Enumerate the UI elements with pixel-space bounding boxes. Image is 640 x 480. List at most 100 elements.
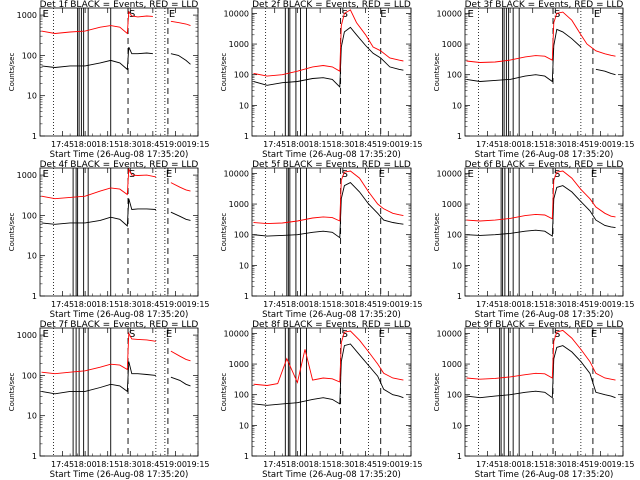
marker-label: S bbox=[342, 329, 348, 340]
panel-title: Det 1f BLACK = Events, RED = LLD bbox=[40, 0, 199, 10]
x-tick-label: 19:00 bbox=[589, 460, 612, 469]
x-tick-label: 18:00 bbox=[74, 460, 97, 469]
x-tick-label: 18:15 bbox=[96, 140, 119, 149]
y-tick-label: 10000 bbox=[224, 169, 249, 178]
y-tick-label: 1 bbox=[244, 452, 249, 461]
marker-label: E bbox=[43, 169, 49, 180]
series-line-lld bbox=[466, 11, 616, 63]
x-tick-label: 18:00 bbox=[499, 300, 522, 309]
y-axis-label: Counts/sec bbox=[220, 213, 228, 252]
y-axis-label: Counts/sec bbox=[220, 53, 228, 92]
x-tick-label: 18:45 bbox=[141, 460, 164, 469]
x-tick-label: 19:00 bbox=[164, 300, 187, 309]
x-axis-label: Start Time (26-Aug-08 17:35:20) bbox=[262, 150, 401, 160]
y-tick-label: 1 bbox=[32, 132, 37, 141]
x-tick-label: 18:45 bbox=[141, 140, 164, 149]
marker-label: E bbox=[591, 169, 597, 180]
x-tick-label: 18:30 bbox=[544, 460, 567, 469]
panel-det-1f: Det 1f BLACK = Events, RED = LLD Counts/s… bbox=[8, 0, 210, 160]
y-tick-label: 10000 bbox=[224, 9, 249, 18]
y-tick-label: 1 bbox=[244, 292, 249, 301]
panel-title: Det 2f BLACK = Events, RED = LLD bbox=[252, 0, 411, 10]
x-tick-label: 18:15 bbox=[521, 140, 544, 149]
y-tick-label: 10000 bbox=[224, 329, 249, 338]
plot-frame bbox=[251, 327, 412, 457]
x-tick-label: 18:30 bbox=[119, 460, 142, 469]
marker-label: S bbox=[554, 9, 560, 20]
marker-label: E bbox=[468, 9, 474, 20]
series-line-lld bbox=[41, 10, 191, 35]
marker-label: S bbox=[129, 9, 135, 20]
x-tick-label: 18:00 bbox=[499, 460, 522, 469]
plot-frame bbox=[39, 327, 199, 457]
marker-label: E bbox=[379, 329, 385, 340]
y-axis-label: Counts/sec bbox=[220, 373, 228, 412]
series-line-events bbox=[466, 345, 616, 399]
marker-label: S bbox=[554, 329, 560, 340]
y-tick-label: 100 bbox=[22, 371, 37, 380]
series-line-events bbox=[466, 185, 616, 237]
plot-frame bbox=[464, 327, 624, 457]
y-tick-label: 100 bbox=[234, 231, 249, 240]
plot-frame bbox=[464, 7, 624, 137]
x-tick-label: 19:15 bbox=[399, 140, 422, 149]
panel-title: Det 4f BLACK = Events, RED = LLD bbox=[40, 160, 199, 170]
y-tick-label: 1000 bbox=[229, 40, 249, 49]
x-tick-label: 17:45 bbox=[476, 140, 499, 149]
panel-det-8f: Det 8f BLACK = Events, RED = LLD Counts/s… bbox=[220, 320, 423, 480]
x-tick-label: 18:00 bbox=[286, 460, 309, 469]
x-tick-label: 18:30 bbox=[331, 460, 354, 469]
y-tick-label: 10000 bbox=[437, 329, 462, 338]
marker-label: E bbox=[380, 9, 386, 20]
panel-det-9f: Det 9f BLACK = Events, RED = LLD Counts/s… bbox=[433, 320, 635, 480]
y-tick-label: 100 bbox=[447, 391, 462, 400]
x-tick-label: 17:45 bbox=[51, 140, 74, 149]
marker-label: E bbox=[468, 169, 474, 180]
x-tick-label: 19:00 bbox=[377, 300, 400, 309]
y-tick-label: 10 bbox=[452, 261, 462, 270]
y-tick-label: 1000 bbox=[442, 40, 462, 49]
x-axis-label: Start Time (26-Aug-08 17:35:20) bbox=[475, 470, 614, 480]
marker-label: S bbox=[129, 329, 135, 340]
y-tick-label: 1 bbox=[32, 452, 37, 461]
y-tick-label: 1 bbox=[32, 292, 37, 301]
x-tick-label: 19:00 bbox=[377, 140, 400, 149]
x-tick-label: 18:30 bbox=[544, 140, 567, 149]
x-tick-label: 17:45 bbox=[51, 300, 74, 309]
marker-label: E bbox=[169, 9, 175, 20]
y-tick-label: 10 bbox=[239, 101, 249, 110]
marker-label: S bbox=[129, 169, 135, 180]
y-tick-label: 1000 bbox=[229, 360, 249, 369]
x-tick-label: 18:45 bbox=[566, 460, 589, 469]
plot-frame bbox=[251, 7, 412, 137]
x-tick-label: 18:30 bbox=[544, 300, 567, 309]
x-tick-label: 19:15 bbox=[611, 460, 634, 469]
x-tick-label: 19:00 bbox=[589, 300, 612, 309]
y-tick-label: 1000 bbox=[17, 171, 37, 180]
panel-title: Det 3f BLACK = Events, RED = LLD bbox=[465, 0, 624, 10]
y-tick-label: 1 bbox=[457, 132, 462, 141]
panel-det-2f: Det 2f BLACK = Events, RED = LLD Counts/s… bbox=[220, 0, 423, 160]
marker-label: E bbox=[43, 9, 49, 20]
x-tick-label: 18:00 bbox=[286, 300, 309, 309]
x-axis-label: Start Time (26-Aug-08 17:35:20) bbox=[475, 150, 614, 160]
y-tick-label: 1000 bbox=[17, 11, 37, 20]
x-tick-label: 19:15 bbox=[399, 300, 422, 309]
y-tick-label: 10 bbox=[27, 252, 37, 261]
y-tick-label: 100 bbox=[22, 51, 37, 60]
x-tick-label: 17:45 bbox=[51, 460, 74, 469]
series-line-events bbox=[253, 182, 404, 239]
x-tick-label: 17:45 bbox=[476, 460, 499, 469]
y-axis-label: Counts/sec bbox=[433, 213, 441, 252]
x-tick-label: 18:00 bbox=[74, 140, 97, 149]
y-tick-label: 1 bbox=[244, 132, 249, 141]
panel-title: Det 9f BLACK = Events, RED = LLD bbox=[465, 320, 624, 330]
y-tick-label: 100 bbox=[447, 231, 462, 240]
plot-frame bbox=[39, 167, 199, 297]
x-tick-label: 19:15 bbox=[399, 460, 422, 469]
panel-title: Det 7f BLACK = Events, RED = LLD bbox=[40, 320, 199, 330]
y-axis-label: Counts/sec bbox=[8, 53, 16, 92]
marker-label: E bbox=[166, 169, 172, 180]
